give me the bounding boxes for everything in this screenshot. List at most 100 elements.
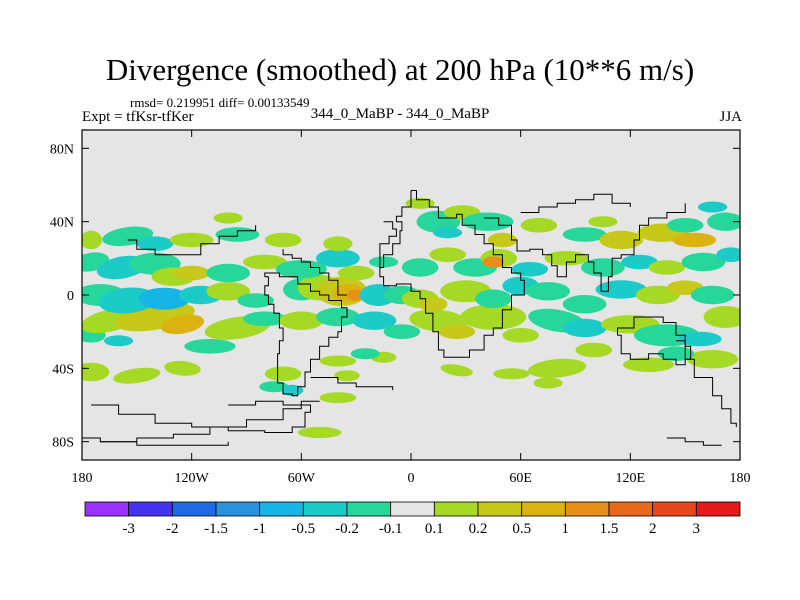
coastline-2 xyxy=(264,272,348,397)
x-tick-label-0: 180 xyxy=(72,471,93,486)
field-contour-3 xyxy=(264,366,302,382)
field-contour-91 xyxy=(169,232,214,248)
colorbar-swatch-5 xyxy=(302,501,348,517)
field-contour-100 xyxy=(482,256,505,268)
field-contour-40 xyxy=(575,342,613,358)
field-contour-35 xyxy=(562,318,607,338)
field-contour-84 xyxy=(621,254,658,270)
coastline-5 xyxy=(91,404,311,443)
colorbar-swatch-8 xyxy=(433,501,479,517)
field-contour-102 xyxy=(562,227,607,242)
field-contour-38 xyxy=(677,331,722,347)
colorbar-label-2: -1.5 xyxy=(204,521,228,537)
field-contour-10 xyxy=(533,377,563,389)
colorbar-swatch-12 xyxy=(608,501,654,517)
field-contour-32 xyxy=(460,304,527,330)
field-contour-20 xyxy=(184,339,236,354)
field-contour-74 xyxy=(316,249,360,268)
y-tick-label-2: 0 xyxy=(67,289,74,304)
field-contour-31 xyxy=(438,324,476,340)
coastline-0 xyxy=(379,190,525,358)
field-contour-9 xyxy=(528,358,587,378)
field-contour-103 xyxy=(599,230,644,250)
coastline-6 xyxy=(82,437,229,446)
field-contour-8 xyxy=(493,368,530,380)
y-tick-label-4: 80S xyxy=(52,436,74,451)
experiment-label: Expt = tfKsr-tfKer xyxy=(82,109,194,125)
colorbar-swatch-11 xyxy=(564,501,610,517)
colorbar-label-7: 0.1 xyxy=(425,521,444,537)
field-contour-96 xyxy=(433,227,463,239)
field-contour-5 xyxy=(334,370,360,382)
colorbar-label-1: -2 xyxy=(166,521,179,537)
colorbar-label-6: -0.1 xyxy=(379,521,403,537)
field-contour-111 xyxy=(405,197,435,209)
field-contour-99 xyxy=(487,232,517,248)
field-contour-107 xyxy=(666,218,704,233)
field-contour-93 xyxy=(264,232,302,248)
field-contour-109 xyxy=(698,201,728,213)
field-contour-4 xyxy=(319,355,357,367)
colorbar-swatch-3 xyxy=(215,501,261,517)
axis-ticks: 180 120W 60W 0 60E 120E 180 80N 40N 0 40S 80S xyxy=(50,130,751,486)
field-contour-94 xyxy=(323,236,353,251)
field-contour-106 xyxy=(672,232,717,248)
field-contour-11 xyxy=(623,357,675,373)
field-contour-61 xyxy=(562,295,607,314)
colorbar-swatch-6 xyxy=(346,501,392,517)
colorbar-swatch-2 xyxy=(171,501,217,517)
field-contour-25 xyxy=(242,311,287,327)
field-contour-15 xyxy=(259,381,289,393)
field-contour-77 xyxy=(401,258,439,277)
field-contour-65 xyxy=(690,285,735,305)
colorbar-label-9: 0.5 xyxy=(512,521,531,537)
coastline-12 xyxy=(666,437,722,446)
field-contour-75 xyxy=(337,265,375,281)
x-tick-label-1: 120W xyxy=(175,471,210,486)
field-contour-7 xyxy=(440,364,473,377)
field-contour-13 xyxy=(319,392,357,404)
coastline-4 xyxy=(310,377,394,391)
colorbar-label-10: 1 xyxy=(562,521,570,537)
colorbar-swatch-4 xyxy=(259,501,304,517)
field-contour-2 xyxy=(164,360,201,376)
field-contour-70 xyxy=(173,265,210,281)
season-label: JJA xyxy=(719,109,742,125)
field-contour-17 xyxy=(350,348,380,360)
field-contour-47 xyxy=(237,293,274,308)
field-contour-73 xyxy=(275,260,327,279)
field-contour-108 xyxy=(707,212,740,231)
field-contour-81 xyxy=(511,262,549,277)
coastline-13 xyxy=(127,225,257,256)
field-contour-44 xyxy=(138,287,190,310)
x-tick-label-4: 60E xyxy=(509,471,532,486)
x-tick-label-5: 120E xyxy=(616,471,646,486)
field-contour-14 xyxy=(297,427,342,438)
field-contour-46 xyxy=(206,282,251,301)
coastline-1 xyxy=(379,221,397,270)
colorbar-label-4: -0.5 xyxy=(291,521,315,537)
colorbar-swatch-14 xyxy=(695,501,741,517)
field-contour-78 xyxy=(429,247,466,262)
field-contour-110 xyxy=(213,212,243,224)
y-tick-label-3: 40S xyxy=(52,362,74,377)
colorbar-swatch-10 xyxy=(521,501,566,517)
field-contour-98 xyxy=(462,212,514,231)
field-contour-1 xyxy=(113,367,161,384)
y-tick-label-1: 40N xyxy=(50,216,74,231)
colorbar-label-5: -0.2 xyxy=(335,521,359,537)
field-contour-39 xyxy=(703,306,740,328)
field-contour-33 xyxy=(502,328,539,343)
x-tick-label-2: 60W xyxy=(288,471,316,486)
field-contour-72 xyxy=(242,254,287,270)
field-contour-12 xyxy=(687,350,739,369)
colorbar-swatch-1 xyxy=(128,501,173,517)
field-contour-58 xyxy=(475,289,512,308)
field-contour-26 xyxy=(279,311,324,330)
colorbar-label-11: 1.5 xyxy=(600,521,619,537)
field-contour-60 xyxy=(526,282,570,301)
x-tick-label-6: 180 xyxy=(730,471,751,486)
colorbar-label-0: -3 xyxy=(122,521,135,537)
field-contour-71 xyxy=(206,263,251,283)
field-contour-27 xyxy=(316,307,360,327)
